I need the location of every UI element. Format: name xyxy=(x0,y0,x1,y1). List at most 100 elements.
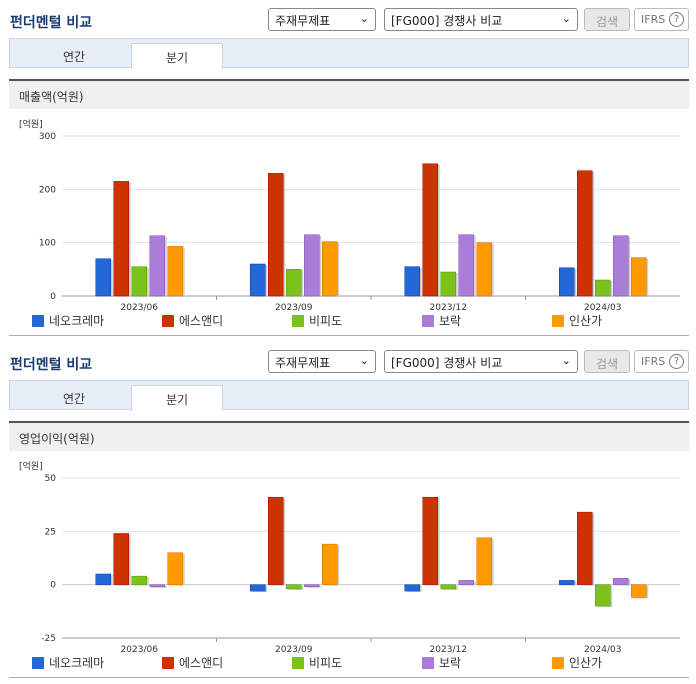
chevron-down-icon: ⌄ xyxy=(359,12,369,25)
bar xyxy=(286,269,302,297)
legend-label: 네오크레마 xyxy=(49,314,105,328)
y-tick-label: 50 xyxy=(45,474,57,484)
divider xyxy=(9,677,689,678)
legend-item[interactable]: 보락 xyxy=(422,312,461,329)
bar xyxy=(577,170,593,297)
legend-label: 비피도 xyxy=(309,656,343,670)
comparison-group-select[interactable]: [FG000] 경쟁사 비교 ⌄ xyxy=(384,8,578,31)
tab-quarterly[interactable]: 분기 xyxy=(131,43,223,69)
legend-item[interactable]: 네오크레마 xyxy=(32,312,104,329)
tab-annual[interactable]: 연간 xyxy=(62,392,86,406)
bar xyxy=(458,580,474,585)
period-tabs: 연간 분기 xyxy=(9,38,689,69)
section-header: 영업이익(억원) xyxy=(9,421,689,451)
bar xyxy=(268,173,284,297)
help-icon: ? xyxy=(669,12,684,27)
chevron-down-icon: ⌄ xyxy=(561,12,571,25)
fundamental-panel-operating-profit: 펀더멘털 비교 주재무제표 ⌄ [FG000] 경쟁사 비교 ⌄ 검색 IFRS… xyxy=(0,342,696,684)
legend-swatch xyxy=(32,315,44,327)
y-tick-label: 300 xyxy=(39,132,56,142)
operating-profit-bar-chart: -25 0 25 50 2023/06 2023/09 2023/12 2024/03 xyxy=(41,474,680,655)
x-tick-label: 2023/06 xyxy=(121,645,159,655)
tab-quarterly[interactable]: 분기 xyxy=(131,385,223,411)
period-tabs: 연간 분기 xyxy=(9,380,689,411)
legend-item[interactable]: 에스앤디 xyxy=(162,654,223,671)
legend-swatch xyxy=(552,315,564,327)
legend-swatch xyxy=(162,657,174,669)
divider xyxy=(9,335,689,336)
tab-annual[interactable]: 연간 xyxy=(62,50,86,64)
ifrs-help-button[interactable]: IFRS ? xyxy=(634,8,689,31)
x-tick-label: 2023/09 xyxy=(275,303,313,313)
revenue-bar-chart: 0 100 200 300 2023/06 2023/09 2023/12 2024/03 xyxy=(39,132,680,313)
legend-item[interactable]: 인산가 xyxy=(552,654,602,671)
search-button[interactable]: 검색 xyxy=(584,8,630,31)
legend-item[interactable]: 비피도 xyxy=(292,654,342,671)
bar xyxy=(131,575,147,585)
legend-swatch xyxy=(422,657,434,669)
statement-type-value: 주재무제표 xyxy=(275,14,331,28)
bar xyxy=(404,266,420,297)
chevron-down-icon: ⌄ xyxy=(561,354,571,367)
y-tick-label: 200 xyxy=(39,185,56,195)
legend-label: 비피도 xyxy=(309,314,343,328)
legend-label: 에스앤디 xyxy=(179,656,224,670)
statement-type-value: 주재무제표 xyxy=(275,356,331,370)
bar xyxy=(304,584,320,588)
legend-swatch xyxy=(292,315,304,327)
chevron-down-icon: ⌄ xyxy=(359,354,369,367)
bar xyxy=(322,543,338,585)
bar xyxy=(113,533,129,585)
panel-title: 펀더멘털 비교 xyxy=(10,357,93,373)
legend-swatch xyxy=(552,657,564,669)
x-tick-label: 2023/12 xyxy=(430,303,467,313)
ifrs-help-button[interactable]: IFRS ? xyxy=(634,350,689,373)
panel-title: 펀더멘털 비교 xyxy=(10,15,93,31)
bar xyxy=(577,511,593,585)
ifrs-label: IFRS xyxy=(641,13,666,26)
search-button[interactable]: 검색 xyxy=(584,350,630,373)
fundamental-panel-revenue: 펀더멘털 비교 주재무제표 ⌄ [FG000] 경쟁사 비교 ⌄ 검색 IFRS… xyxy=(9,8,689,336)
legend-label: 에스앤디 xyxy=(179,314,224,328)
x-tick-label: 2023/06 xyxy=(121,303,159,313)
legend-label: 보락 xyxy=(439,656,462,670)
y-tick-label: 0 xyxy=(50,581,56,591)
bar xyxy=(113,181,129,297)
legend-item[interactable]: 보락 xyxy=(422,654,461,671)
bar xyxy=(149,584,165,588)
bar xyxy=(95,258,111,297)
bar xyxy=(422,496,438,585)
bar xyxy=(595,584,611,607)
x-tick-label: 2024/03 xyxy=(584,303,621,313)
x-tick-label: 2023/09 xyxy=(275,645,313,655)
section-header: 매출액(억원) xyxy=(9,79,689,109)
statement-type-select[interactable]: 주재무제표 ⌄ xyxy=(268,350,376,373)
bar xyxy=(250,263,266,297)
x-tick-label: 2024/03 xyxy=(584,645,621,655)
statement-type-select[interactable]: 주재무제표 ⌄ xyxy=(268,8,376,31)
y-tick-label: 100 xyxy=(39,239,56,249)
bar xyxy=(559,580,575,585)
bar xyxy=(440,271,456,297)
legend-item[interactable]: 에스앤디 xyxy=(162,312,223,329)
help-icon: ? xyxy=(669,354,684,369)
legend-label: 인산가 xyxy=(569,314,603,328)
ifrs-label: IFRS xyxy=(641,355,666,368)
legend-label: 인산가 xyxy=(569,656,603,670)
bar xyxy=(458,234,474,297)
unit-label: [억원] xyxy=(19,462,43,472)
bar xyxy=(268,496,284,585)
bar xyxy=(631,257,647,297)
legend-swatch xyxy=(32,657,44,669)
bar xyxy=(631,584,647,598)
bar xyxy=(595,279,611,297)
legend-item[interactable]: 인산가 xyxy=(552,312,602,329)
bar xyxy=(476,242,492,297)
comparison-group-select[interactable]: [FG000] 경쟁사 비교 ⌄ xyxy=(384,350,578,373)
legend-item[interactable]: 비피도 xyxy=(292,312,342,329)
legend-item[interactable]: 네오크레마 xyxy=(32,654,104,671)
bar xyxy=(422,163,438,297)
x-tick-label: 2023/12 xyxy=(430,645,467,655)
bar xyxy=(149,235,165,297)
legend-swatch xyxy=(162,315,174,327)
